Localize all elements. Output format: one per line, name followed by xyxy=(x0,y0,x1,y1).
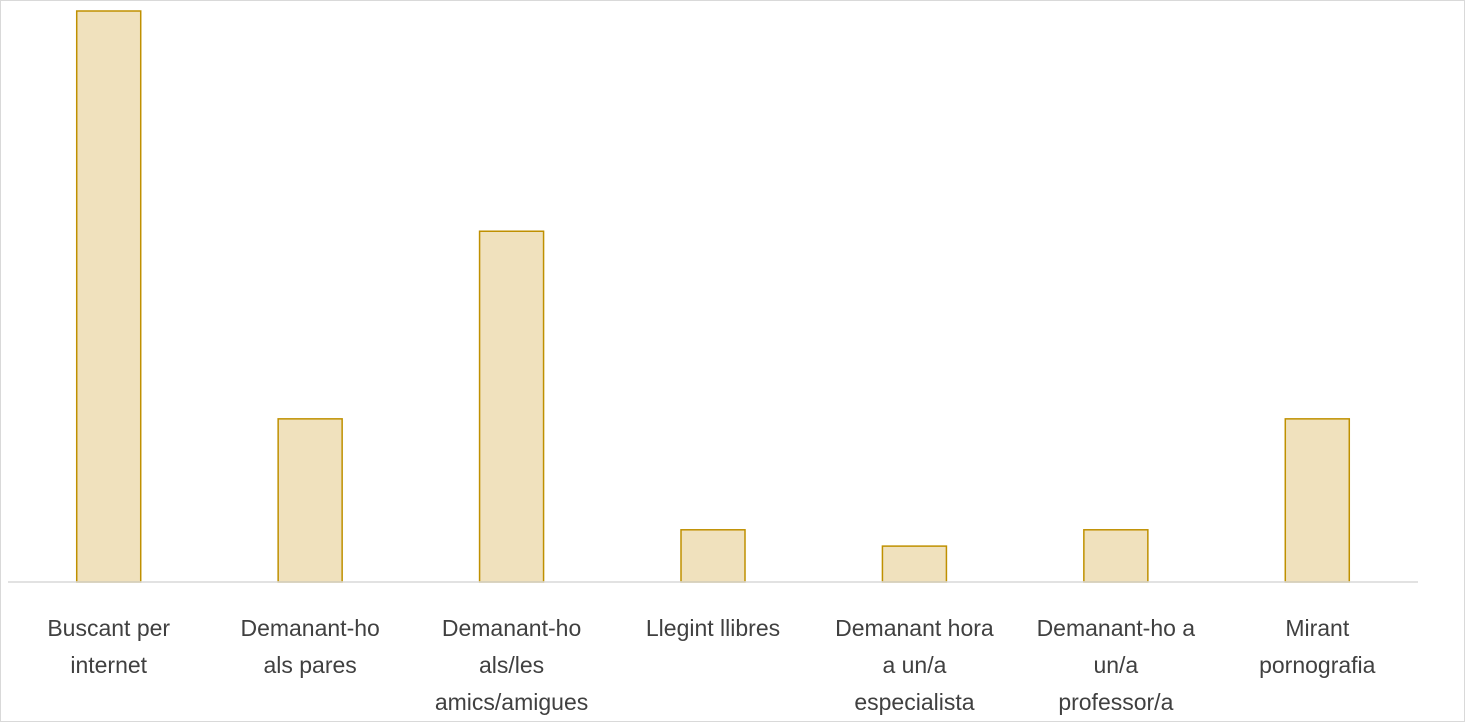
bar xyxy=(277,418,343,583)
x-tick-label: Llegint llibres xyxy=(645,615,781,641)
x-tick-label: Demanant-ho a un/a professor/a xyxy=(1036,615,1196,715)
x-tick-label: Demanant-ho als/les amics/amigues xyxy=(434,615,589,715)
bar xyxy=(1284,418,1351,583)
bar xyxy=(1083,529,1149,583)
bar xyxy=(478,230,545,583)
bar xyxy=(680,529,746,583)
bar xyxy=(75,10,142,583)
x-tick-label: Demanant hora a un/a especialista xyxy=(835,615,994,715)
x-tick-label: Demanant-ho als pares xyxy=(240,615,380,678)
x-tick-label: Buscant per internet xyxy=(47,615,171,678)
x-tick-label: Mirant pornografia xyxy=(1259,615,1376,678)
bar xyxy=(881,545,948,583)
